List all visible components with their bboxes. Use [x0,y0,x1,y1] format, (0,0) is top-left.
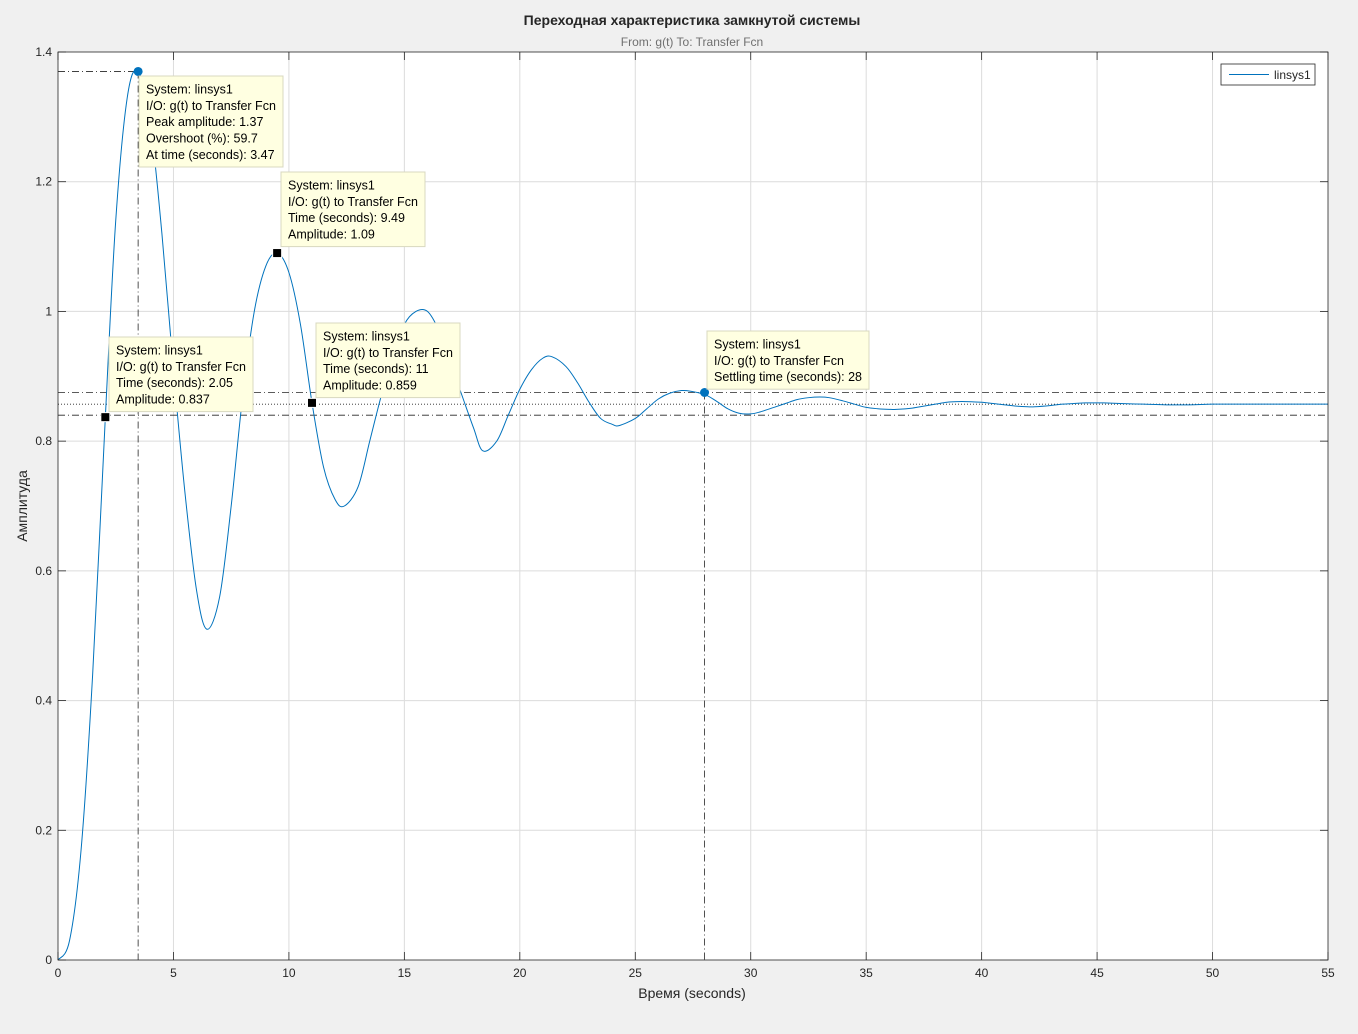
datatip-line: I/O: g(t) to Transfer Fcn [116,360,246,374]
datatip-line: System: linsys1 [146,82,233,96]
datatip-line: I/O: g(t) to Transfer Fcn [146,99,276,113]
x-tick-label: 5 [170,966,177,980]
x-axis-label: Время (seconds) [638,985,745,1001]
chart-title: Переходная характеристика замкнутой сист… [524,12,861,28]
datatip-line: Amplitude: 0.837 [116,393,210,407]
y-tick-label: 0.6 [35,564,52,578]
datatip-line: I/O: g(t) to Transfer Fcn [288,195,418,209]
plot-area[interactable] [58,52,1328,960]
datatip-line: System: linsys1 [323,329,410,343]
datatip-box [108,336,254,413]
plot-box [57,51,1329,961]
y-axis-label: Амплитуда [14,470,30,542]
datatip-line: Amplitude: 1.09 [288,228,375,242]
series-line-linsys1 [57,69,1328,961]
y-tick-label: 0.2 [35,823,52,837]
datatip-marker [272,248,283,259]
y-tick-label: 1.4 [35,45,52,59]
grid-lines [58,52,1328,960]
x-tick-label: 45 [1090,966,1104,980]
x-tick-label: 55 [1321,966,1335,980]
datatip-line: Amplitude: 0.859 [323,379,417,393]
datatip-peak: System: linsys1 I/O: g(t) to Transfer Fcn… [138,75,284,168]
x-tick-label: 20 [513,966,527,980]
characteristic-point [700,388,710,397]
datatip-line: I/O: g(t) to Transfer Fcn [714,354,844,368]
y-tick-label: 1.2 [35,175,52,189]
y-tick-label: 0.8 [35,434,52,448]
x-tick-label: 50 [1206,966,1220,980]
series-layer [57,69,1328,961]
datatips: System: linsys1 I/O: g(t) to Transfer Fcn… [108,75,870,413]
datatip-rise-point: System: linsys1 I/O: g(t) to Transfer Fcn… [108,336,254,413]
y-tick-label: 1 [45,304,52,318]
characteristic-point [133,66,143,76]
markers [100,66,710,423]
y-tick-label: 0 [45,953,52,967]
datatip-settling: System: linsys1 I/O: g(t) to Transfer Fcn… [706,330,870,390]
datatip-box [280,171,426,248]
legend-entry-linsys1: linsys1 [1274,68,1311,82]
datatip-line: Overshoot (%): 59.7 [146,132,258,146]
datatip-line: At time (seconds): 3.47 [146,148,275,162]
datatip-marker [307,397,317,408]
datatip-crossing: System: linsys1 I/O: g(t) to Transfer Fcn… [315,322,461,399]
chart-subtitle: From: g(t) To: Transfer Fcn [621,35,763,49]
datatip-line: Time (seconds): 9.49 [288,211,405,225]
datatip-line: Settling time (seconds): 28 [714,370,862,384]
x-tick-label: 35 [860,966,874,980]
x-tick-label: 25 [629,966,643,980]
datatip-line: Time (seconds): 11 [323,362,429,376]
datatip-line: I/O: g(t) to Transfer Fcn [323,346,453,360]
datatip-box [706,330,870,390]
datatip-line: System: linsys1 [288,178,375,192]
x-tick-label: 10 [282,966,296,980]
datatip-line: Time (seconds): 2.05 [116,376,233,390]
legend[interactable]: linsys1 [1220,63,1316,86]
datatip-second-peak: System: linsys1 I/O: g(t) to Transfer Fcn… [280,171,426,248]
datatip-marker [100,412,111,423]
x-tick-label: 15 [398,966,412,980]
datatip-box [315,322,461,399]
y-tick-label: 0.4 [35,694,52,708]
x-tick-label: 30 [744,966,758,980]
x-tick-label: 40 [975,966,989,980]
datatip-line: System: linsys1 [714,337,801,351]
datatip-line: Peak amplitude: 1.37 [146,115,263,129]
datatip-box [138,75,284,168]
datatip-line: System: linsys1 [116,343,203,357]
characteristic-lines [58,71,1328,960]
x-tick-label: 0 [55,966,62,980]
tick-labels: 0 5 10 15 20 25 30 35 40 45 50 55 0 0.2 0.4 0.6 0.8 1 1.2 1… [35,45,1335,980]
